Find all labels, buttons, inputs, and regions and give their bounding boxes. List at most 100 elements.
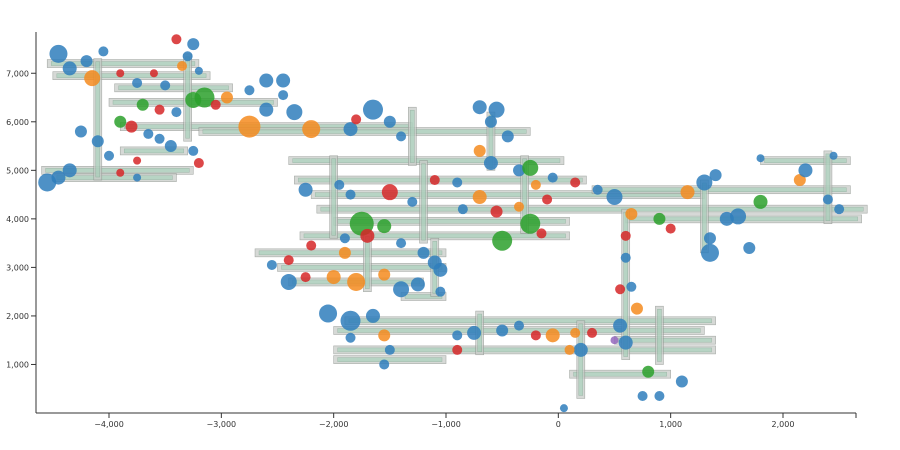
data-point-blue	[278, 90, 289, 101]
road-connector-inner	[331, 158, 336, 236]
road-segment-inner	[118, 85, 229, 91]
data-point-blue	[834, 204, 845, 215]
data-point-orange	[347, 272, 366, 291]
data-point-red	[149, 69, 158, 78]
data-point-blue	[514, 320, 525, 331]
data-point-orange	[238, 115, 261, 138]
y-tick-label: 6,000	[6, 118, 29, 127]
road-segment-inner	[50, 61, 196, 66]
data-point-red	[615, 284, 626, 295]
data-point-red	[452, 344, 463, 355]
data-point-blue	[798, 163, 813, 178]
data-point-blue	[298, 182, 313, 197]
data-point-blue	[345, 189, 356, 200]
data-point-red	[306, 240, 317, 251]
road-segment-inner	[298, 177, 583, 183]
road-segment-inner	[123, 148, 184, 154]
data-point-blue	[80, 55, 93, 68]
data-point-blue	[501, 130, 514, 143]
data-point-red	[536, 228, 547, 239]
data-point-red	[171, 34, 182, 45]
data-point-blue	[613, 318, 628, 333]
axes: −4,000 −3,000 −2,000 −1,000 0 1,000 2,000 1,00…	[6, 32, 857, 429]
data-point-blue	[276, 73, 291, 88]
data-point-blue	[132, 77, 143, 88]
data-point-blue	[143, 128, 154, 139]
y-tick-label: 3,000	[6, 263, 29, 272]
data-point-red	[300, 272, 311, 283]
data-point-orange	[625, 208, 638, 221]
data-point-red	[283, 255, 294, 266]
data-point-blue	[472, 100, 487, 115]
data-point-orange	[378, 268, 391, 281]
data-point-blue	[620, 252, 631, 263]
data-point-blue	[488, 101, 505, 118]
x-tick-label: −2,000	[319, 420, 349, 429]
data-point-blue	[410, 277, 425, 292]
data-point-blue	[618, 335, 633, 350]
y-axis-ticks: 1,000 2,000 3,000 4,000 5,000 6,000 7,000	[6, 69, 36, 369]
data-point-red	[665, 223, 676, 234]
data-point-orange	[338, 246, 351, 259]
x-tick-label: 1,000	[659, 420, 682, 429]
data-point-blue	[343, 122, 358, 137]
data-point-purple	[610, 336, 619, 345]
data-point-red	[429, 175, 440, 186]
data-point-blue	[396, 131, 407, 142]
data-point-blue	[496, 324, 509, 337]
road-connector-inner	[410, 109, 415, 163]
x-axis-ticks: −4,000 −3,000 −2,000 −1,000 0 1,000 2,000	[94, 413, 857, 429]
data-point-green	[185, 91, 202, 108]
data-point-blue	[133, 173, 142, 182]
road-connector-inner	[825, 153, 831, 221]
road-connector-inner	[365, 236, 370, 289]
data-point-orange	[326, 270, 341, 285]
data-point-red	[490, 205, 503, 218]
road-segment-inner	[303, 233, 566, 239]
data-point-blue	[483, 156, 498, 171]
data-point-orange	[473, 144, 486, 157]
data-point-blue	[98, 46, 109, 57]
data-point-red	[154, 104, 165, 115]
data-point-red	[542, 194, 553, 205]
data-point-red	[360, 228, 375, 243]
data-point-red	[351, 114, 362, 125]
road-segment-inner	[56, 175, 173, 180]
data-point-blue	[280, 273, 297, 290]
data-point-blue	[396, 238, 407, 249]
data-point-red	[587, 327, 598, 338]
data-point-blue	[187, 38, 200, 51]
data-point-blue	[417, 246, 430, 259]
y-tick-label: 1,000	[6, 360, 29, 369]
data-point-green	[522, 159, 539, 176]
data-point-blue	[74, 125, 87, 138]
data-point-blue	[452, 177, 463, 188]
x-tick-label: −4,000	[94, 420, 124, 429]
y-tick-label: 5,000	[6, 166, 29, 175]
data-point-blue	[829, 151, 838, 160]
data-point-blue	[452, 330, 463, 341]
data-point-blue	[384, 344, 395, 355]
data-point-blue	[407, 196, 418, 207]
data-point-blue	[457, 204, 468, 215]
data-point-blue	[188, 145, 199, 156]
data-point-blue	[606, 189, 623, 206]
x-tick-label: −3,000	[207, 420, 237, 429]
x-tick-label: 0	[556, 420, 561, 429]
road-segment-inner	[281, 265, 443, 270]
road-segment-inner	[404, 294, 443, 299]
data-point-orange	[530, 179, 541, 190]
data-point-green	[642, 365, 655, 378]
data-points	[38, 34, 845, 413]
road-segment-inner	[573, 371, 667, 377]
data-point-blue	[393, 281, 410, 298]
data-point-blue	[340, 310, 361, 331]
data-point-blue	[559, 404, 568, 413]
data-point-blue	[49, 44, 68, 63]
data-point-green	[492, 230, 513, 251]
data-point-blue	[154, 133, 165, 144]
y-tick-label: 7,000	[6, 69, 29, 78]
data-point-blue	[244, 85, 255, 96]
